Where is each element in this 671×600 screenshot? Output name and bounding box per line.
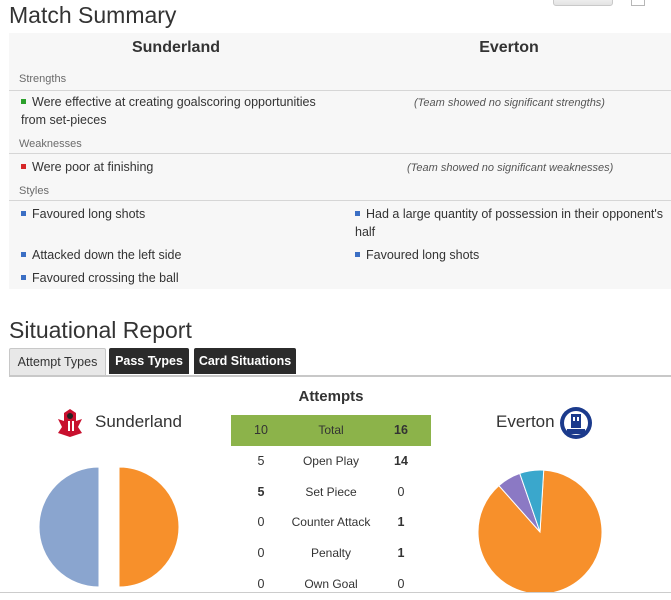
weaknesses-label: Weaknesses (19, 138, 82, 150)
away-value: 0 (397, 577, 405, 591)
style-bullet-icon (21, 252, 26, 258)
away-value: 1 (397, 515, 405, 529)
pie-slice (118, 466, 180, 588)
divider (9, 153, 671, 154)
away-style-text: Had a large quantity of possession in th… (355, 207, 664, 239)
tab-underline (9, 375, 671, 377)
bottom-border (0, 592, 671, 593)
home-attempts-pie (38, 466, 180, 588)
home-value: 0 (257, 515, 265, 529)
home-value: 0 (257, 577, 265, 591)
pie-slice (519, 469, 545, 533)
away-value: 0 (397, 485, 405, 499)
attempts-total-row: 10 Total 16 (231, 415, 431, 446)
home-strength-text: Were effective at creating goalscoring o… (21, 95, 316, 127)
away-style-item: Had a large quantity of possession in th… (355, 205, 667, 241)
away-strengths-none: (Team showed no significant strengths) (414, 97, 605, 109)
style-bullet-icon (355, 211, 360, 217)
row-label: Counter Attack (291, 515, 371, 529)
home-style-text: Favoured long shots (32, 207, 146, 221)
style-bullet-icon (21, 211, 26, 217)
row-label: Own Goal (304, 577, 358, 591)
away-value: 14 (394, 454, 408, 468)
home-style-item: Attacked down the left side (21, 246, 181, 264)
attempts-row: 5 Open Play 14 (231, 446, 431, 477)
sunderland-crest-icon (58, 409, 82, 437)
away-attempts-pie (477, 469, 603, 592)
pie-slice (477, 469, 603, 592)
divider (9, 90, 671, 91)
home-weakness-text: Were poor at finishing (32, 160, 154, 174)
away-weaknesses-none: (Team showed no significant weaknesses) (407, 162, 614, 174)
row-label: Penalty (310, 546, 352, 560)
tab-pass-types[interactable]: Pass Types (109, 348, 189, 374)
match-summary-title: Match Summary (9, 2, 177, 28)
attempts-row: 0 Counter Attack 1 (231, 507, 431, 538)
divider (9, 200, 671, 201)
home-style-text: Attacked down the left side (32, 248, 182, 262)
home-style-text: Favoured crossing the ball (32, 271, 179, 285)
row-label: Set Piece (305, 485, 357, 499)
top-button[interactable] (553, 0, 613, 6)
home-value: 10 (254, 423, 268, 437)
home-strength-item: Were effective at creating goalscoring o… (21, 93, 321, 129)
home-weakness-item: Were poor at finishing (21, 158, 153, 176)
attempts-away-team: Everton (496, 412, 555, 431)
weakness-bullet-icon (21, 164, 26, 170)
strength-bullet-icon (21, 99, 26, 105)
style-bullet-icon (21, 275, 26, 281)
summary-home-team: Sunderland (131, 39, 220, 56)
top-checkbox[interactable] (631, 0, 645, 6)
home-style-item: Favoured long shots (21, 205, 145, 223)
attempts-home-team: Sunderland (95, 412, 182, 431)
strengths-label: Strengths (19, 73, 67, 85)
home-value: 5 (257, 485, 265, 499)
home-value: 0 (257, 546, 265, 560)
row-label: Open Play (302, 454, 360, 468)
pie-slice (38, 466, 100, 588)
away-value: 1 (397, 546, 405, 560)
styles-label: Styles (19, 185, 49, 197)
everton-crest-icon (560, 407, 592, 439)
summary-away-team: Everton (479, 39, 539, 56)
away-style-text: Favoured long shots (366, 248, 480, 262)
attempts-row: 0 Own Goal 0 (231, 569, 431, 600)
style-bullet-icon (355, 252, 360, 258)
attempts-title: Attempts (298, 388, 364, 405)
home-value: 5 (257, 454, 265, 468)
match-summary-panel: Sunderland Everton Strengths Were effect… (9, 33, 671, 289)
home-style-item: Favoured crossing the ball (21, 269, 179, 287)
attempts-row: 5 Set Piece 0 (231, 477, 431, 508)
situational-report-title: Situational Report (9, 317, 192, 343)
row-label: Total (318, 423, 344, 437)
attempts-row: 0 Penalty 1 (231, 538, 431, 569)
away-style-item: Favoured long shots (355, 246, 479, 264)
away-value: 16 (394, 423, 408, 437)
tab-attempt-types[interactable]: Attempt Types (9, 348, 106, 375)
tab-card-situations[interactable]: Card Situations (194, 348, 296, 374)
